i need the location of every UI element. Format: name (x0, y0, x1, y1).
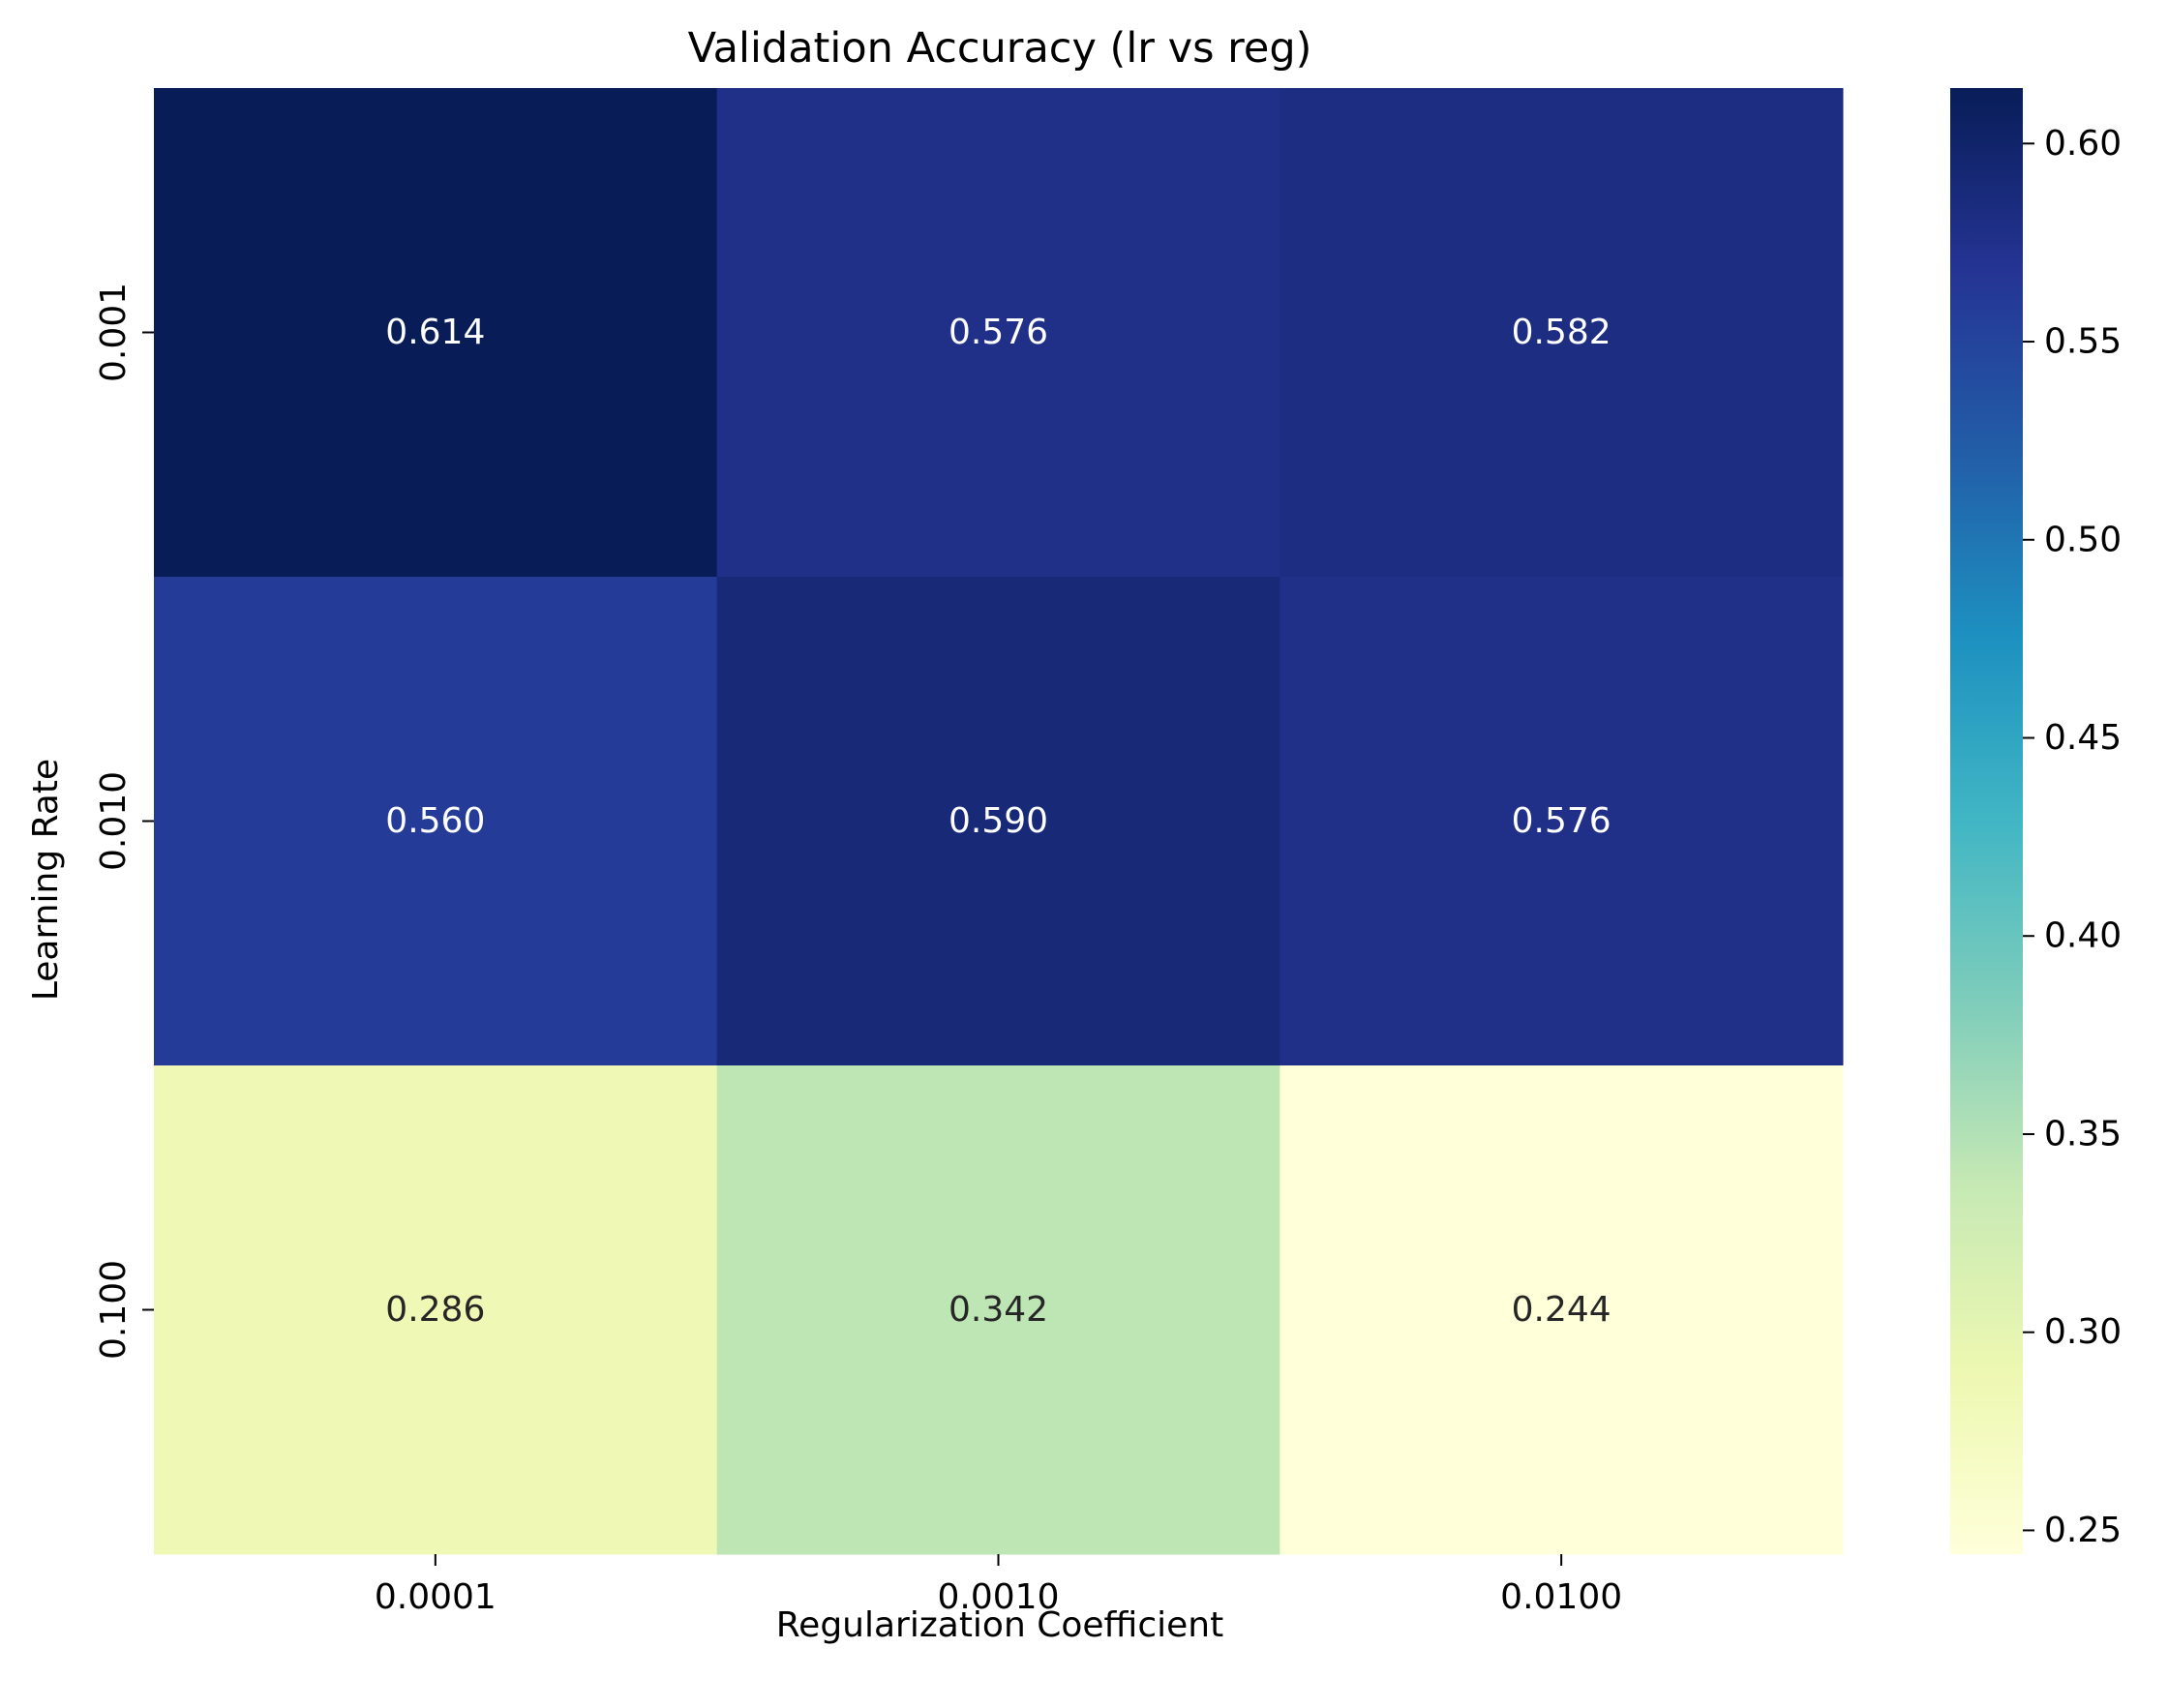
y-axis: 0.001 0.010 0.100 (94, 283, 154, 1360)
colorbar-tick-label: 0.35 (2044, 1114, 2122, 1154)
cell-value-label: 0.614 (385, 313, 485, 352)
cell-value-label: 0.244 (1512, 1290, 1611, 1330)
x-tick-label: 0.0100 (1500, 1577, 1622, 1617)
heatmap-cell (716, 1065, 1280, 1555)
x-axis: 0.0001 0.0010 0.0100 (375, 1554, 1622, 1617)
x-tick-label: 0.0010 (938, 1577, 1060, 1617)
colorbar-tick-label: 0.40 (2044, 916, 2122, 956)
colorbar-gradient (1950, 88, 2023, 1554)
cell-value-label: 0.576 (1512, 801, 1611, 841)
cell-value-label: 0.342 (948, 1290, 1048, 1330)
y-axis-label: Learning Rate (26, 759, 66, 1001)
cell-value-label: 0.286 (385, 1290, 485, 1330)
colorbar: 0.25 0.30 0.35 0.40 0.45 0.50 0.55 0.60 (1950, 88, 2122, 1554)
heatmap-cell (1280, 577, 1844, 1066)
heatmap-cell (716, 88, 1280, 578)
colorbar-tick-label: 0.55 (2044, 322, 2122, 362)
y-tick-label: 0.001 (94, 283, 134, 382)
cell-value-label: 0.576 (948, 313, 1048, 352)
chart-title: Validation Accuracy (lr vs reg) (688, 24, 1312, 73)
colorbar-tick-label: 0.25 (2044, 1511, 2122, 1550)
heatmap-cell (154, 88, 718, 578)
cell-value-label: 0.582 (1512, 313, 1611, 352)
heatmap-cells (154, 88, 1844, 1555)
colorbar-tick-label: 0.50 (2044, 520, 2122, 559)
heatmap-cell (1280, 88, 1844, 578)
heatmap-cell (716, 577, 1280, 1066)
x-tick-label: 0.0001 (375, 1577, 497, 1617)
y-tick-label: 0.010 (94, 771, 134, 871)
cell-value-label: 0.560 (385, 801, 485, 841)
x-axis-label: Regularization Coefficient (776, 1605, 1223, 1645)
cell-value-labels: 0.614 0.576 0.582 0.560 0.590 0.576 0.286 0.342… (385, 313, 1611, 1330)
y-tick-label: 0.100 (94, 1260, 134, 1360)
heatmap-cell (154, 1065, 718, 1555)
colorbar-tick-label: 0.45 (2044, 718, 2122, 758)
colorbar-tick-label: 0.60 (2044, 124, 2122, 164)
colorbar-tick-label: 0.30 (2044, 1312, 2122, 1352)
heatmap-cell (154, 577, 718, 1066)
colorbar-ticks: 0.25 0.30 0.35 0.40 0.45 0.50 0.55 0.60 (2023, 124, 2122, 1550)
heatmap-cell (1280, 1065, 1844, 1555)
cell-value-label: 0.590 (948, 801, 1048, 841)
